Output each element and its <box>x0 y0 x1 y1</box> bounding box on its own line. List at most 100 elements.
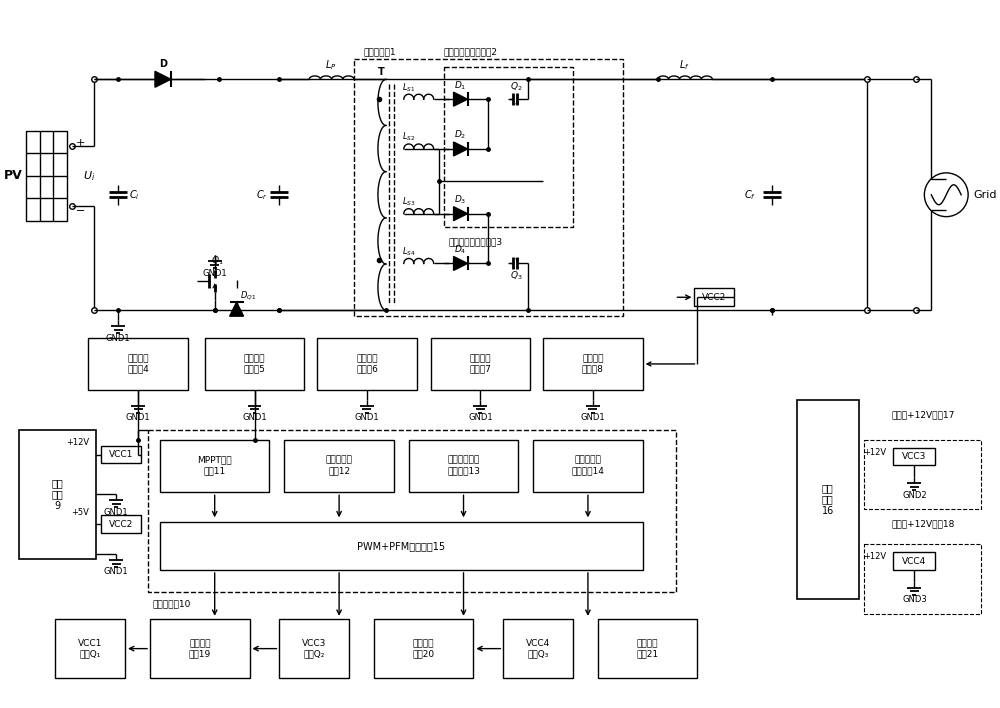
Text: VCC4
驱动Q₃: VCC4 驱动Q₃ <box>526 639 550 658</box>
Bar <box>284 440 394 492</box>
Bar <box>533 440 643 492</box>
Text: T: T <box>378 67 384 77</box>
Text: VCC1: VCC1 <box>109 450 133 459</box>
Bar <box>205 338 304 390</box>
Polygon shape <box>454 207 468 221</box>
Text: MPPT控制
程广11: MPPT控制 程广11 <box>197 456 232 475</box>
Text: D: D <box>159 59 167 69</box>
Text: PV: PV <box>4 169 23 183</box>
Bar <box>354 59 623 316</box>
Bar <box>317 338 417 390</box>
Text: $Q_1$: $Q_1$ <box>211 254 224 267</box>
Bar <box>543 338 643 390</box>
Text: 第二电流
采样甄7: 第二电流 采样甄7 <box>470 354 491 374</box>
Bar <box>431 338 530 390</box>
Text: +12V: +12V <box>864 447 887 457</box>
Text: +12V: +12V <box>864 552 887 561</box>
Text: 第二
电源
16: 第二 电源 16 <box>822 483 834 516</box>
Text: VCC2: VCC2 <box>109 520 133 529</box>
Bar <box>101 445 141 464</box>
Text: VCC4: VCC4 <box>902 556 927 566</box>
Text: $L_f$: $L_f$ <box>679 59 690 72</box>
Text: $D_1$: $D_1$ <box>454 79 467 91</box>
Polygon shape <box>155 72 171 87</box>
Text: +12V: +12V <box>66 438 89 447</box>
Bar <box>55 619 125 678</box>
Text: $-$: $-$ <box>75 204 85 214</box>
Text: GND1: GND1 <box>104 508 128 517</box>
Text: $U_i$: $U_i$ <box>83 169 95 183</box>
Text: GND1: GND1 <box>126 413 150 422</box>
Text: 电压电流反馈
控制程广13: 电压电流反馈 控制程广13 <box>447 456 480 475</box>
Text: VCC3: VCC3 <box>902 452 927 461</box>
Text: GND3: GND3 <box>902 595 927 605</box>
Text: $Q_2$: $Q_2$ <box>510 80 523 93</box>
Text: 第一路+12V输出17: 第一路+12V输出17 <box>892 410 955 419</box>
Text: $D_2$: $D_2$ <box>454 129 467 142</box>
Polygon shape <box>454 142 468 156</box>
Bar <box>88 338 188 390</box>
Text: GND1: GND1 <box>468 413 493 422</box>
Bar <box>148 430 676 592</box>
Text: $L_{S3}$: $L_{S3}$ <box>402 195 416 208</box>
Text: VCC1
驱动Q₁: VCC1 驱动Q₁ <box>78 639 102 658</box>
Text: GND1: GND1 <box>355 413 379 422</box>
Bar <box>694 288 734 307</box>
Bar <box>279 619 349 678</box>
Text: PWM+PFM控制程广15: PWM+PFM控制程广15 <box>357 541 445 551</box>
Text: +5V: +5V <box>71 508 89 517</box>
Bar <box>160 523 643 570</box>
Text: 第一高频全波整流甄2: 第一高频全波整流甄2 <box>444 47 498 56</box>
Text: GND2: GND2 <box>902 491 927 500</box>
Text: Grid: Grid <box>973 190 997 200</box>
Text: GND1: GND1 <box>202 269 227 278</box>
Text: $L_{S2}$: $L_{S2}$ <box>402 131 416 143</box>
Polygon shape <box>454 256 468 270</box>
Text: $D_{Q1}$: $D_{Q1}$ <box>240 289 257 302</box>
Bar <box>598 619 697 678</box>
Text: VCC2: VCC2 <box>702 293 726 302</box>
Bar <box>26 131 67 221</box>
Text: $C_f$: $C_f$ <box>744 188 756 202</box>
Bar <box>503 619 573 678</box>
Text: 高频变压刨1: 高频变压刨1 <box>364 47 397 56</box>
Text: 第二驱动
电路21: 第二驱动 电路21 <box>637 639 659 658</box>
Bar <box>160 440 269 492</box>
Text: +: + <box>76 138 85 148</box>
Bar <box>797 400 859 599</box>
Bar <box>374 619 473 678</box>
Text: 第一电压
采样甄4: 第一电压 采样甄4 <box>127 354 149 374</box>
Text: 第二路+12V输出18: 第二路+12V输出18 <box>892 520 955 529</box>
Bar <box>19 430 96 559</box>
Text: 第一电流
采样甄5: 第一电流 采样甄5 <box>244 354 265 374</box>
Text: GND1: GND1 <box>581 413 605 422</box>
Text: $C_r$: $C_r$ <box>256 188 267 202</box>
Text: $L_{S4}$: $L_{S4}$ <box>402 245 416 258</box>
Text: 第二电压
采样甄6: 第二电压 采样甄6 <box>356 354 378 374</box>
Text: 第二驱动
电路20: 第二驱动 电路20 <box>413 639 435 658</box>
Text: 第一
电源
9: 第一 电源 9 <box>52 478 63 511</box>
Text: 孤岛检测及
锁相程广14: 孤岛检测及 锁相程广14 <box>571 456 604 475</box>
Bar <box>444 67 573 227</box>
Bar <box>150 619 250 678</box>
Text: GND1: GND1 <box>242 413 267 422</box>
Text: $L_{S1}$: $L_{S1}$ <box>402 81 416 93</box>
Text: VCC3
驱动Q₂: VCC3 驱动Q₂ <box>302 639 326 658</box>
Text: 控制单片机10: 控制单片机10 <box>153 600 191 608</box>
Bar <box>893 447 935 465</box>
Text: GND1: GND1 <box>104 568 128 576</box>
Text: $Q_3$: $Q_3$ <box>510 269 523 282</box>
Bar <box>893 552 935 570</box>
Text: GND1: GND1 <box>106 333 130 343</box>
Polygon shape <box>230 302 244 316</box>
Text: 软开关判断
程广12: 软开关判断 程广12 <box>326 456 353 475</box>
Text: 第二高频全波整流甄3: 第二高频全波整流甄3 <box>449 237 503 246</box>
Bar <box>864 544 981 614</box>
Text: $D_4$: $D_4$ <box>454 244 467 256</box>
Text: $C_i$: $C_i$ <box>129 188 139 202</box>
Text: $L_P$: $L_P$ <box>325 59 337 72</box>
Text: 电网电压
采样甄8: 电网电压 采样甄8 <box>582 354 604 374</box>
Text: $D_3$: $D_3$ <box>454 193 467 206</box>
Text: 第一驱动
电路19: 第一驱动 电路19 <box>189 639 211 658</box>
Polygon shape <box>454 92 468 106</box>
